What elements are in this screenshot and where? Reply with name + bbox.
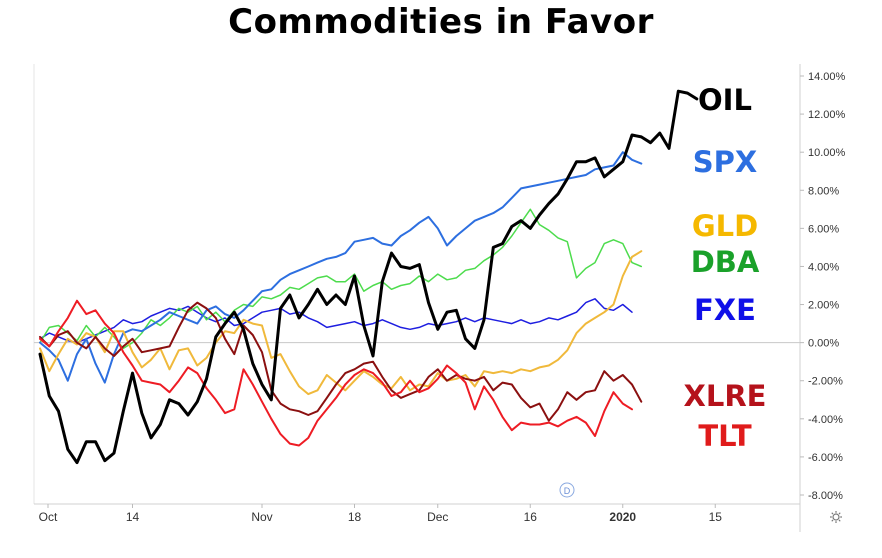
y-tick-label: 2.00% <box>808 300 839 312</box>
series-line-tlt <box>39 299 633 447</box>
y-tick-label: -8.00% <box>808 490 843 502</box>
y-axis: 14.00% 12.00% 10.00% 8.00% 6.00% 4.00% 2.00% 0.… <box>33 64 846 532</box>
chart-title: Commodities in Favor <box>228 2 654 42</box>
series-label-spx: SPX <box>693 145 758 179</box>
y-tick-label: 12.00% <box>808 109 846 121</box>
watermark-letter: D <box>564 486 571 496</box>
y-tick-label: 8.00% <box>808 185 839 197</box>
x-tick-label: 2020 <box>609 510 636 524</box>
series-line-spx <box>39 151 643 384</box>
y-tick-label: 0.00% <box>808 338 839 350</box>
x-tick-label: 15 <box>709 510 723 524</box>
y-tick-label: 14.00% <box>808 71 846 83</box>
series-line-dba <box>39 208 643 350</box>
chart-extras: D <box>559 482 842 523</box>
series-label-xlre: XLRE <box>684 379 767 413</box>
series-label-gld: GLD <box>692 209 758 243</box>
y-tick-label: -2.00% <box>808 376 843 388</box>
series-line-xlre <box>39 301 643 422</box>
settings-gear-icon[interactable] <box>830 511 842 523</box>
x-tick-label: Nov <box>251 510 272 524</box>
x-tick-label: 14 <box>126 510 140 524</box>
series-line-oil <box>38 89 699 465</box>
series-lines <box>38 89 699 465</box>
series-label-dba: DBA <box>691 245 760 279</box>
x-tick-label: Dec <box>427 510 448 524</box>
series-line-gld <box>39 250 643 396</box>
y-tick-label: -6.00% <box>808 452 843 464</box>
y-tick-label: 10.00% <box>808 147 846 159</box>
series-line-fxe <box>39 298 633 344</box>
y-tick-label: -4.00% <box>808 414 843 426</box>
x-axis: Oct 14 Nov 18 Dec 16 2020 15 <box>39 504 723 524</box>
series-label-fxe: FXE <box>694 293 756 327</box>
x-tick-label: 16 <box>524 510 538 524</box>
x-tick-label: 18 <box>348 510 362 524</box>
series-label-oil: OIL <box>698 83 752 117</box>
y-tick-label: 6.00% <box>808 223 839 235</box>
x-tick-label: Oct <box>39 510 58 524</box>
series-label-tlt: TLT <box>698 419 751 453</box>
watermark-icon: D <box>559 482 575 498</box>
y-tick-label: 4.00% <box>808 261 839 273</box>
